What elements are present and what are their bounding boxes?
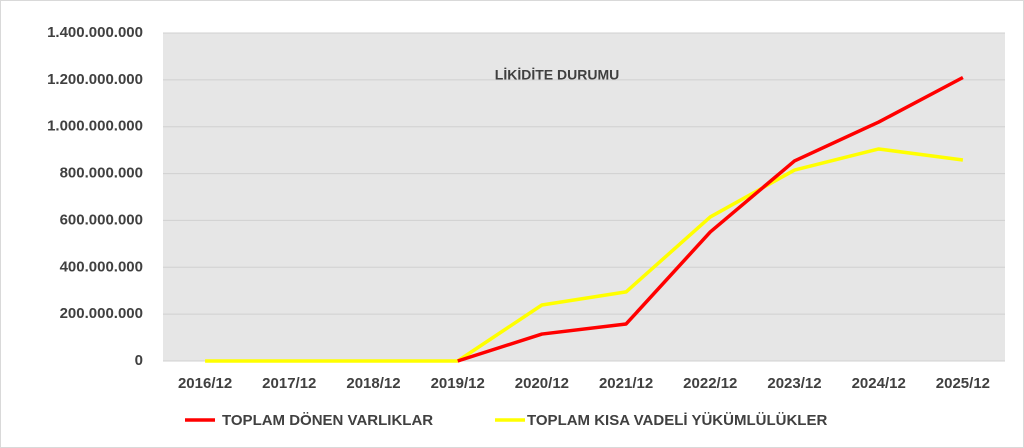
- series-line: [205, 147, 964, 363]
- y-tick-label: 800.000.000: [60, 165, 143, 182]
- y-tick-label: 1.200.000.000: [47, 71, 143, 88]
- series-line: [457, 75, 964, 363]
- x-tick-label: 2018/12: [346, 375, 400, 392]
- x-tick-label: 2025/12: [936, 375, 990, 392]
- x-tick-label: 2020/12: [515, 375, 569, 392]
- x-tick-label: 2019/12: [431, 375, 485, 392]
- x-tick-label: 2017/12: [262, 375, 316, 392]
- chart-title: LİKİDİTE DURUMU: [495, 67, 619, 83]
- legend-label: TOPLAM DÖNEN VARLIKLAR: [222, 412, 433, 429]
- legend-label: TOPLAM KISA VADELİ YÜKÜMLÜLÜKLER: [527, 412, 827, 429]
- y-tick-label: 400.000.000: [60, 258, 143, 275]
- y-tick-label: 600.000.000: [60, 211, 143, 228]
- y-tick-label: 1.400.000.000: [47, 24, 143, 41]
- plot-area: [163, 33, 1005, 361]
- x-tick-label: 2023/12: [767, 375, 821, 392]
- x-tick-label: 2021/12: [599, 375, 653, 392]
- y-tick-label: 200.000.000: [60, 305, 143, 322]
- x-tick-label: 2016/12: [178, 375, 232, 392]
- x-tick-label: 2024/12: [852, 375, 906, 392]
- x-tick-label: 2022/12: [683, 375, 737, 392]
- y-tick-label: 0: [135, 352, 143, 369]
- y-tick-label: 1.000.000.000: [47, 118, 143, 135]
